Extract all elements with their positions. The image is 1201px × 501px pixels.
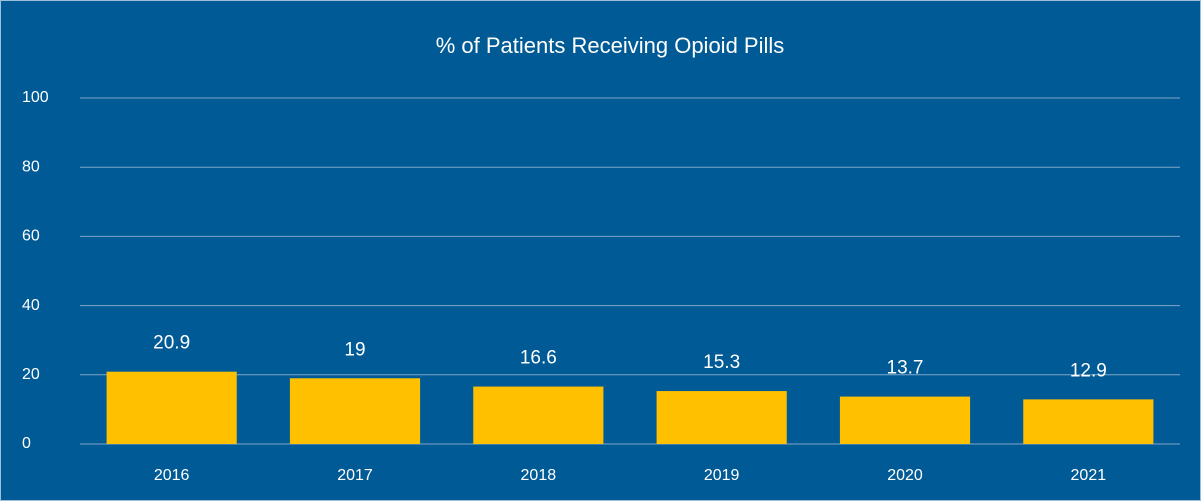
x-tick-label: 2016 <box>154 467 190 484</box>
x-tick-label: 2020 <box>887 467 923 484</box>
bar <box>473 386 604 444</box>
value-label: 12.9 <box>1070 360 1107 381</box>
value-label: 20.9 <box>153 333 190 354</box>
value-label: 13.7 <box>887 358 924 379</box>
y-tick-label: 0 <box>22 435 31 452</box>
y-tick-label: 100 <box>22 89 49 106</box>
bar <box>289 378 421 444</box>
x-tick-label: 2019 <box>704 467 740 484</box>
y-tick-label: 40 <box>22 297 40 314</box>
bar <box>839 396 971 444</box>
y-tick-label: 80 <box>22 158 40 175</box>
value-label: 19 <box>344 339 365 360</box>
y-tick-label: 60 <box>22 228 40 245</box>
x-tick-label: 2017 <box>337 467 373 484</box>
y-tick-label: 20 <box>22 366 40 383</box>
x-tick-label: 2021 <box>1071 467 1107 484</box>
value-label: 16.6 <box>520 348 557 369</box>
bar <box>1023 399 1154 444</box>
bar <box>656 391 787 444</box>
x-tick-label: 2018 <box>521 467 557 484</box>
bar <box>106 371 237 444</box>
chart-title: % of Patients Receiving Opioid Pills <box>436 33 785 58</box>
value-label: 15.3 <box>703 352 740 373</box>
